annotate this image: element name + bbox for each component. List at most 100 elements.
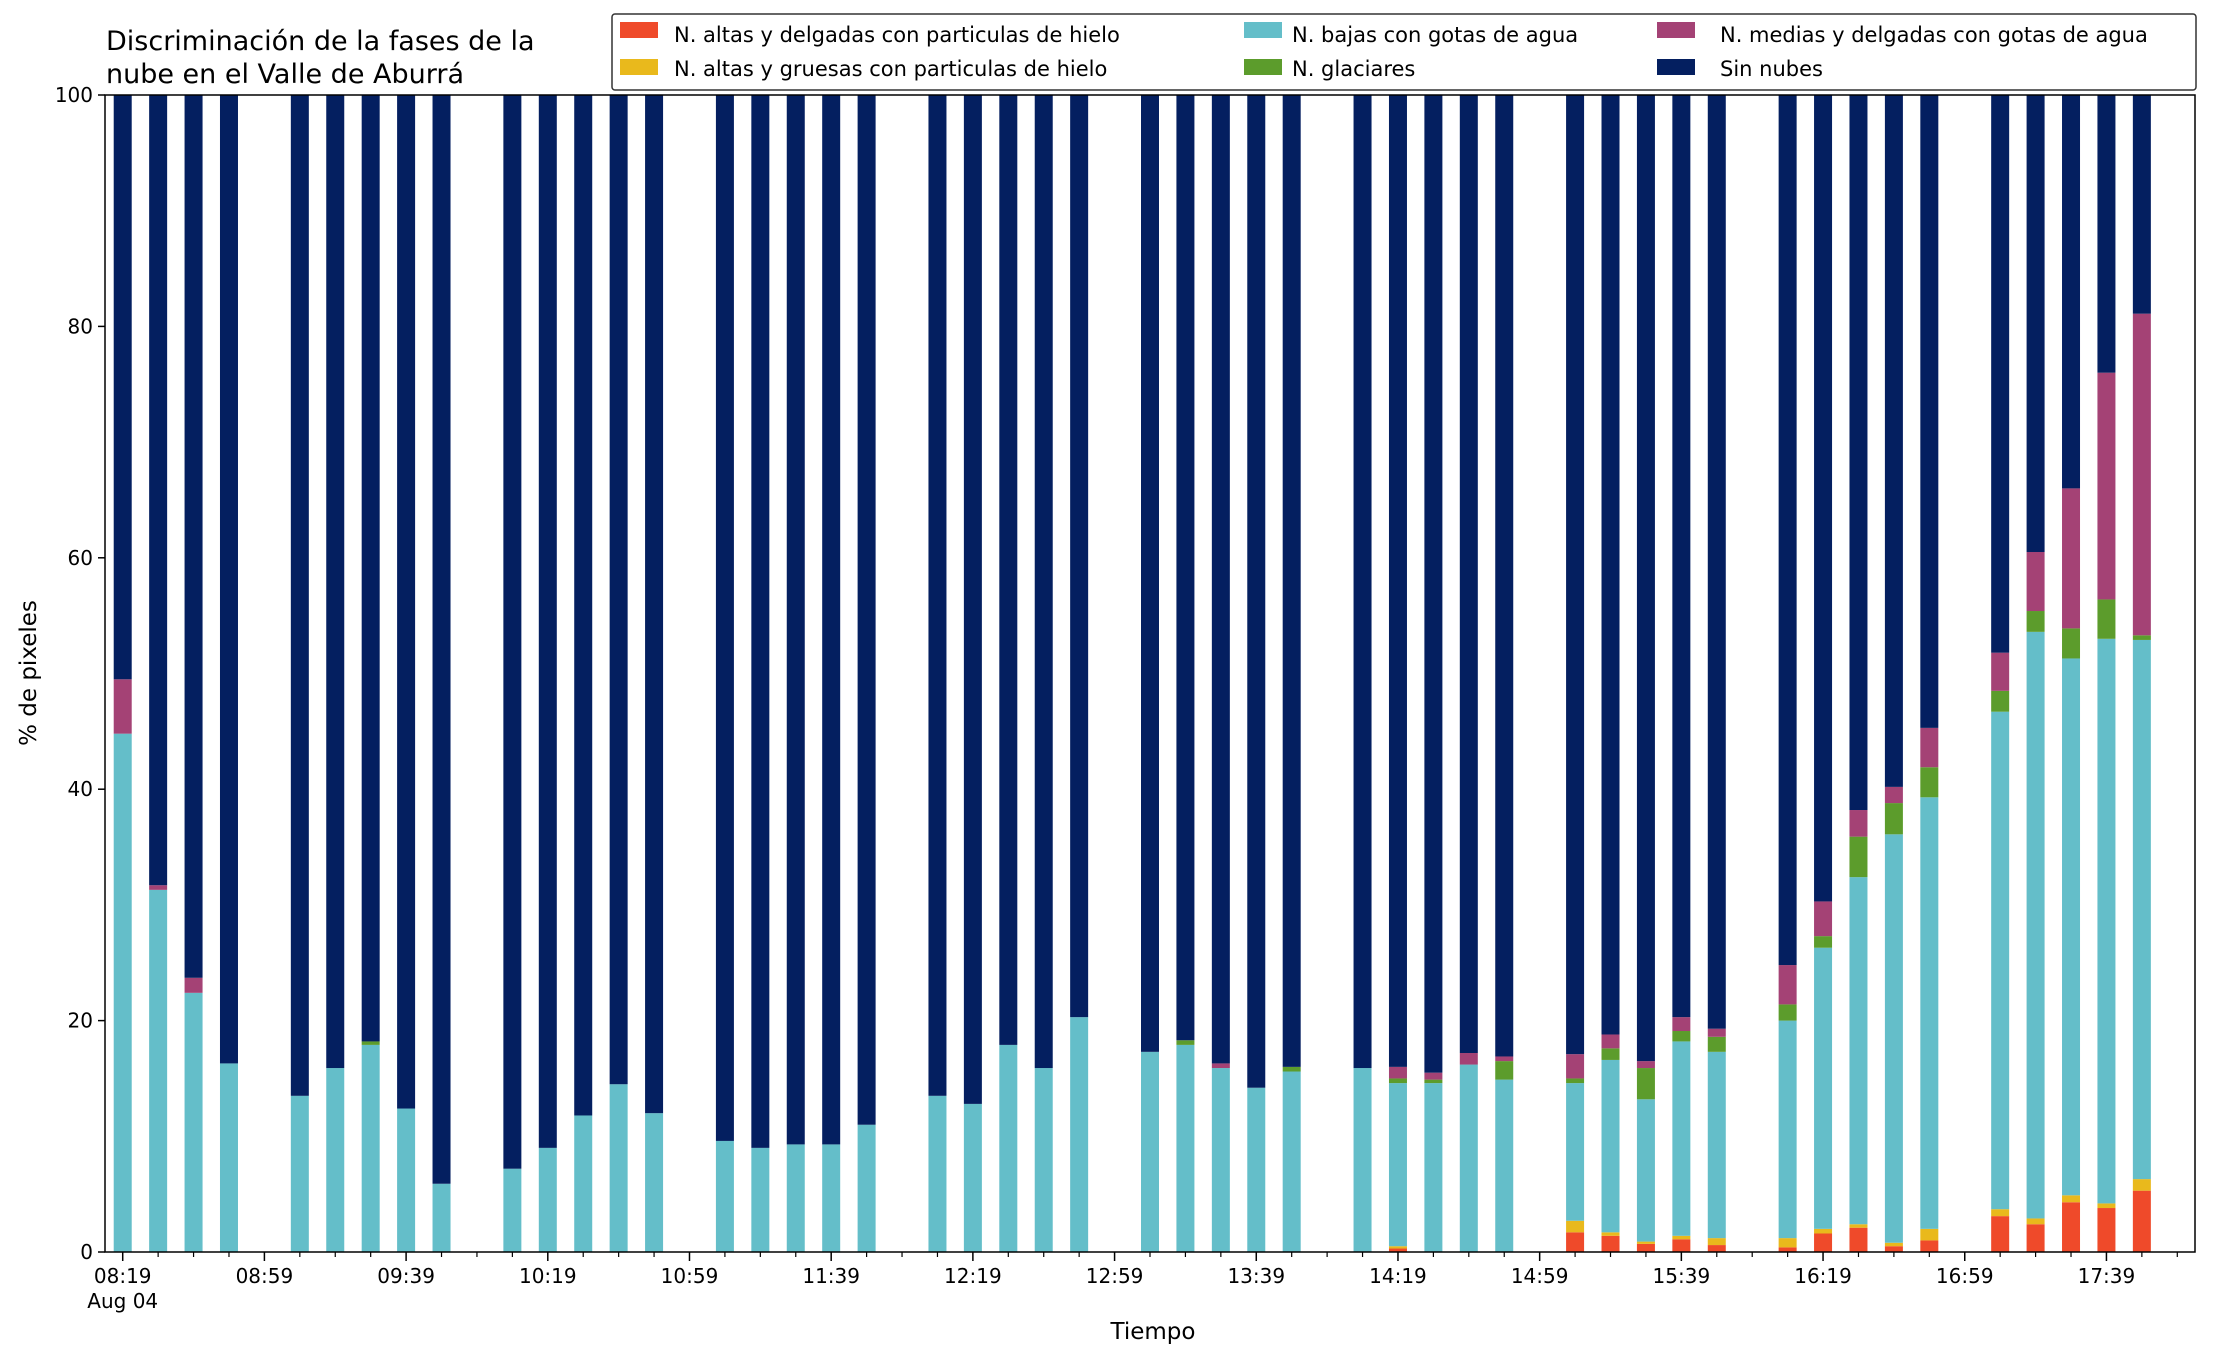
bar-segment-bajas bbox=[645, 1113, 664, 1252]
bar-segment-sin_nubes bbox=[1495, 95, 1514, 1057]
x-tick-label: 08:59 bbox=[236, 1264, 294, 1288]
bar-segment-medias bbox=[1601, 1034, 1620, 1049]
bar-segment-altas_delgadas bbox=[1672, 1239, 1691, 1252]
x-tick-label: 14:59 bbox=[1511, 1264, 1569, 1288]
bar-segment-bajas bbox=[2097, 638, 2116, 1204]
y-tick-label: 20 bbox=[68, 1009, 93, 1033]
bar-segment-medias bbox=[1636, 1061, 1655, 1069]
legend-label: N. altas y delgadas con particulas de hi… bbox=[674, 23, 1120, 47]
bar-segment-sin_nubes bbox=[857, 95, 876, 1125]
bar-segment-medias bbox=[149, 885, 168, 890]
bar-segment-glaciares bbox=[1424, 1079, 1443, 1084]
bar-segment-medias bbox=[1991, 652, 2010, 691]
legend-swatch bbox=[1244, 22, 1282, 38]
bar-segment-sin_nubes bbox=[822, 95, 841, 1145]
bar-segment-glaciares bbox=[1884, 803, 1903, 835]
bar-segment-bajas bbox=[1991, 711, 2010, 1210]
bar-segment-altas_gruesas bbox=[2097, 1203, 2116, 1209]
bar-segment-medias bbox=[1495, 1056, 1514, 1062]
bar-segment-sin_nubes bbox=[2132, 95, 2151, 314]
bar-segment-sin_nubes bbox=[2062, 95, 2081, 489]
bar-segment-medias bbox=[1424, 1072, 1443, 1080]
bar-segment-sin_nubes bbox=[1778, 95, 1797, 966]
bar-segment-bajas bbox=[1636, 1099, 1655, 1242]
bar-segment-glaciares bbox=[1176, 1040, 1195, 1045]
bar-segment-altas_gruesas bbox=[1636, 1241, 1655, 1244]
bar-segment-bajas bbox=[1459, 1064, 1478, 1252]
x-axis-label: Tiempo bbox=[1110, 1319, 1196, 1345]
bar-segment-medias bbox=[184, 977, 203, 993]
bar-segment-sin_nubes bbox=[1141, 95, 1159, 1052]
bar-segment-sin_nubes bbox=[397, 95, 416, 1109]
x-tick-label: 17:39 bbox=[2078, 1264, 2136, 1288]
bar-segment-bajas bbox=[361, 1044, 380, 1252]
bar-segment-medias bbox=[1778, 965, 1797, 1005]
bar-segment-sin_nubes bbox=[219, 95, 238, 1064]
bar-segment-medias bbox=[2132, 313, 2151, 636]
bar-segment-bajas bbox=[326, 1068, 345, 1252]
bar-segment-glaciares bbox=[1636, 1068, 1655, 1100]
x-tick-label: 09:39 bbox=[377, 1264, 435, 1288]
bar-segment-bajas bbox=[149, 889, 168, 1252]
legend-swatch bbox=[620, 59, 658, 75]
bar-segment-bajas bbox=[290, 1095, 309, 1252]
bar-segment-glaciares bbox=[2062, 628, 2081, 659]
bar-segment-altas_delgadas bbox=[2062, 1202, 2081, 1252]
bar-segment-bajas bbox=[1566, 1083, 1585, 1221]
y-tick-label: 80 bbox=[68, 314, 93, 338]
bar-segment-sin_nubes bbox=[113, 95, 132, 680]
bar-segment-medias bbox=[113, 679, 132, 734]
bar-segment-sin_nubes bbox=[645, 95, 664, 1114]
bar-segment-bajas bbox=[2026, 631, 2045, 1219]
bar-segment-altas_gruesas bbox=[1566, 1220, 1585, 1233]
y-tick-label: 100 bbox=[55, 83, 93, 107]
bar-segment-altas_gruesas bbox=[2132, 1179, 2151, 1191]
bar-segment-bajas bbox=[1034, 1068, 1053, 1252]
bar-segment-bajas bbox=[1814, 947, 1833, 1229]
x-tick-label: 16:59 bbox=[1936, 1264, 1994, 1288]
bar-segment-glaciares bbox=[1566, 1078, 1585, 1084]
chart-title-line-2: nube en el Valle de Aburrá bbox=[106, 59, 464, 90]
bar-segment-sin_nubes bbox=[2097, 95, 2116, 373]
bar-segment-bajas bbox=[1247, 1087, 1266, 1252]
bar-segment-sin_nubes bbox=[609, 95, 628, 1085]
bar-segment-altas_gruesas bbox=[1920, 1228, 1939, 1241]
legend-entry: N. altas y gruesas con particulas de hie… bbox=[620, 57, 1107, 81]
bar-segment-bajas bbox=[1672, 1041, 1691, 1236]
bar-segment-bajas bbox=[1070, 1017, 1089, 1252]
bar-segment-altas_gruesas bbox=[1991, 1209, 2010, 1217]
bar-segment-altas_gruesas bbox=[1601, 1232, 1620, 1236]
bar-segment-glaciares bbox=[361, 1041, 380, 1045]
bar-segment-sin_nubes bbox=[149, 95, 168, 886]
bar-segment-sin_nubes bbox=[538, 95, 557, 1148]
bar-segment-medias bbox=[2097, 372, 2116, 600]
bar-segment-altas_delgadas bbox=[1920, 1240, 1939, 1252]
bar-segment-bajas bbox=[432, 1183, 451, 1252]
bar-segment-glaciares bbox=[1495, 1061, 1514, 1080]
bar-segment-glaciares bbox=[2132, 635, 2151, 640]
bar-segment-altas_gruesas bbox=[1388, 1246, 1407, 1249]
bar-segment-sin_nubes bbox=[1424, 95, 1443, 1073]
x-tick-label: 14:19 bbox=[1369, 1264, 1427, 1288]
legend-entry: N. bajas con gotas de agua bbox=[1244, 22, 1578, 47]
bar-segment-bajas bbox=[822, 1144, 841, 1252]
bar-segment-sin_nubes bbox=[1707, 95, 1726, 1029]
bar-segment-altas_delgadas bbox=[1849, 1227, 1868, 1252]
bar-segment-medias bbox=[1388, 1066, 1407, 1079]
bar-segment-glaciares bbox=[1920, 767, 1939, 798]
bar-segment-medias bbox=[1849, 810, 1868, 837]
bar-segment-sin_nubes bbox=[751, 95, 770, 1148]
bar-segment-bajas bbox=[1884, 834, 1903, 1243]
bar-segment-bajas bbox=[1849, 877, 1868, 1225]
bar-segment-sin_nubes bbox=[1247, 95, 1266, 1088]
bar-segment-altas_delgadas bbox=[1388, 1248, 1407, 1252]
legend-entry: N. glaciares bbox=[1244, 57, 1415, 81]
bar-segment-bajas bbox=[1920, 797, 1939, 1229]
legend-entry: N. medias y delgadas con gotas de agua bbox=[1657, 22, 2148, 47]
bar-segment-bajas bbox=[999, 1044, 1018, 1252]
bar-segment-bajas bbox=[2062, 658, 2081, 1196]
bar-segment-glaciares bbox=[1388, 1078, 1407, 1084]
bar-segment-sin_nubes bbox=[1211, 95, 1230, 1064]
